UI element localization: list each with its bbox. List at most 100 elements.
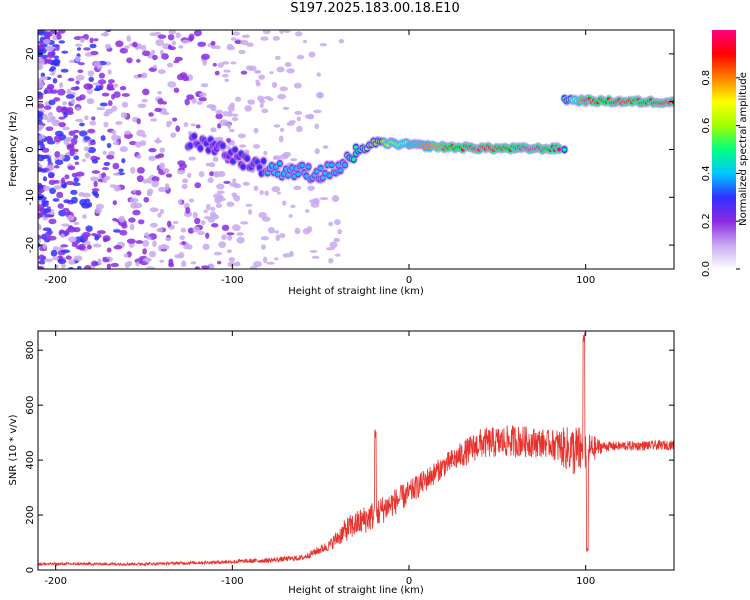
spectrogram-noise-blob	[100, 32, 110, 37]
spectrogram-noise-blob	[231, 224, 241, 231]
spectrogram-signal-core	[306, 164, 311, 169]
spectrogram-signal-core	[192, 134, 197, 139]
spectrogram-noise-blob	[65, 255, 72, 260]
spectrogram-noise-blob	[123, 253, 129, 258]
spectrogram-noise-blob	[177, 199, 183, 205]
spectrogram-noise-blob	[91, 232, 97, 237]
spectrogram-signal-core	[245, 156, 250, 161]
spectrogram-noise-blob	[221, 74, 229, 78]
spectrogram-noise-blob	[61, 249, 71, 254]
spectrogram-noise-blob	[94, 235, 100, 241]
spectrogram-noise-blob	[276, 191, 281, 195]
spectrogram-noise-blob	[175, 125, 181, 133]
spectrogram-noise-blob	[155, 137, 161, 144]
spectrogram-noise-blob	[38, 225, 42, 231]
spectrogram-noise-blob	[148, 112, 154, 117]
spectrogram-noise-blob	[203, 209, 208, 214]
spectrogram-noise-blob	[231, 192, 237, 198]
spectrogram-noise-blob	[141, 72, 148, 79]
spectrogram-noise-blob	[284, 61, 292, 68]
spectrogram-noise-blob	[275, 234, 281, 242]
spectrogram-noise-blob	[261, 108, 269, 114]
spectrogram-noise-blob	[228, 257, 236, 262]
spectrogram-noise-blob	[260, 236, 269, 241]
spectrogram-noise-blob	[282, 106, 290, 110]
spectrogram-noise-blob	[260, 36, 269, 41]
colorbar-tick-label: 0.8	[701, 70, 712, 86]
spectrogram-noise-blob	[197, 41, 207, 47]
colorbar: 0.0 0.2 0.4 0.6 0.8 Normalized spectral ampl…	[701, 30, 749, 277]
spectrogram-signal-core	[338, 168, 343, 173]
spectrogram-noise-blob	[112, 83, 119, 88]
spectrogram-noise-blob	[227, 261, 236, 267]
spectrogram-noise-blob	[106, 263, 112, 269]
spectrogram-noise-blob	[48, 179, 56, 185]
colorbar-tick-label: 0.0	[701, 261, 712, 277]
spectrogram-noise-blob	[279, 127, 285, 132]
spectrogram-noise-blob	[205, 203, 211, 211]
spectrogram-noise-blob	[253, 127, 259, 134]
spectrogram-noise-blob	[91, 159, 99, 164]
spectrogram-noise-blob	[236, 236, 245, 244]
spectrogram-noise-blob	[77, 69, 84, 74]
snr-xtick-label: -100	[221, 576, 244, 587]
spectrogram-noise-blob	[124, 130, 132, 135]
spectrogram-noise-blob	[309, 249, 318, 253]
spectrogram-signal-core	[230, 159, 236, 164]
spectrogram-noise-blob	[179, 72, 188, 78]
spectrogram-noise-blob	[57, 258, 67, 265]
snr-ytick-label: 200	[25, 506, 36, 525]
spectrogram-noise-blob	[119, 229, 128, 236]
spectrogram-noise-blob	[200, 220, 206, 226]
spectrogram-noise-blob	[255, 82, 261, 87]
spectrogram-noise-blob	[48, 218, 57, 225]
spectrogram-noise-blob	[252, 261, 262, 268]
spectrogram-noise-blob	[147, 188, 154, 195]
spectrogram-noise-blob	[77, 265, 82, 269]
spectrogram-noise-blob	[194, 266, 200, 269]
spectrogram-noise-blob	[142, 248, 148, 255]
spectrogram-noise-blob	[47, 111, 54, 117]
spectrogram-noise-blob	[38, 111, 44, 117]
spectrogram-noise-blob	[106, 82, 114, 90]
spectrogram-signal-core	[329, 162, 334, 167]
spectrogram-noise-blob	[173, 87, 180, 93]
spectrogram-noise-blob	[219, 194, 224, 199]
spectrogram-noise-blob	[39, 76, 48, 81]
spectrogram-xtick-label: 100	[576, 275, 595, 286]
spectrogram-noise-blob	[38, 31, 46, 36]
spectrogram-noise-blob	[43, 214, 53, 218]
spectrogram-noise-blob	[63, 111, 68, 118]
spectrogram-noise-blob	[302, 39, 308, 44]
spectrogram-noise-blob	[180, 260, 187, 268]
spectrogram-noise-blob	[258, 74, 266, 80]
colorbar-label: Normalized spectral amplitude	[738, 72, 749, 226]
spectrogram-noise-blob	[42, 243, 47, 250]
spectrogram-noise-blob	[86, 244, 92, 250]
spectrogram-noise-blob	[229, 102, 235, 108]
spectrogram-noise-blob	[190, 123, 197, 127]
spectrogram-noise-blob	[115, 121, 123, 125]
spectrogram-noise-blob	[60, 68, 69, 73]
spectrogram-noise-blob	[221, 61, 230, 65]
spectrogram-noise-blob	[132, 209, 141, 216]
spectrogram-noise-blob	[83, 265, 92, 269]
spectrogram-noise-blob	[309, 199, 318, 204]
spectrogram-noise-blob	[151, 180, 160, 188]
spectrogram-noise-blob	[112, 162, 120, 170]
spectrogram-noise-blob	[73, 221, 80, 226]
spectrogram-xtick-label: -200	[44, 275, 67, 286]
spectrogram-noise-blob	[314, 148, 320, 155]
spectrogram-noise-blob	[118, 168, 124, 173]
spectrogram-noise-blob	[38, 103, 45, 109]
spectrogram-noise-blob	[166, 62, 174, 68]
spectrogram-noise-blob	[226, 45, 236, 51]
spectrogram-noise-blob	[197, 231, 205, 236]
spectrogram-noise-blob	[232, 178, 237, 184]
spectrogram-noise-blob	[60, 233, 65, 238]
spectrogram-noise-blob	[84, 115, 89, 121]
spectrogram-noise-blob	[158, 186, 166, 193]
spectrogram-noise-blob	[67, 215, 74, 220]
spectrogram-noise-blob	[54, 165, 60, 169]
spectrogram-noise-blob	[264, 190, 269, 196]
